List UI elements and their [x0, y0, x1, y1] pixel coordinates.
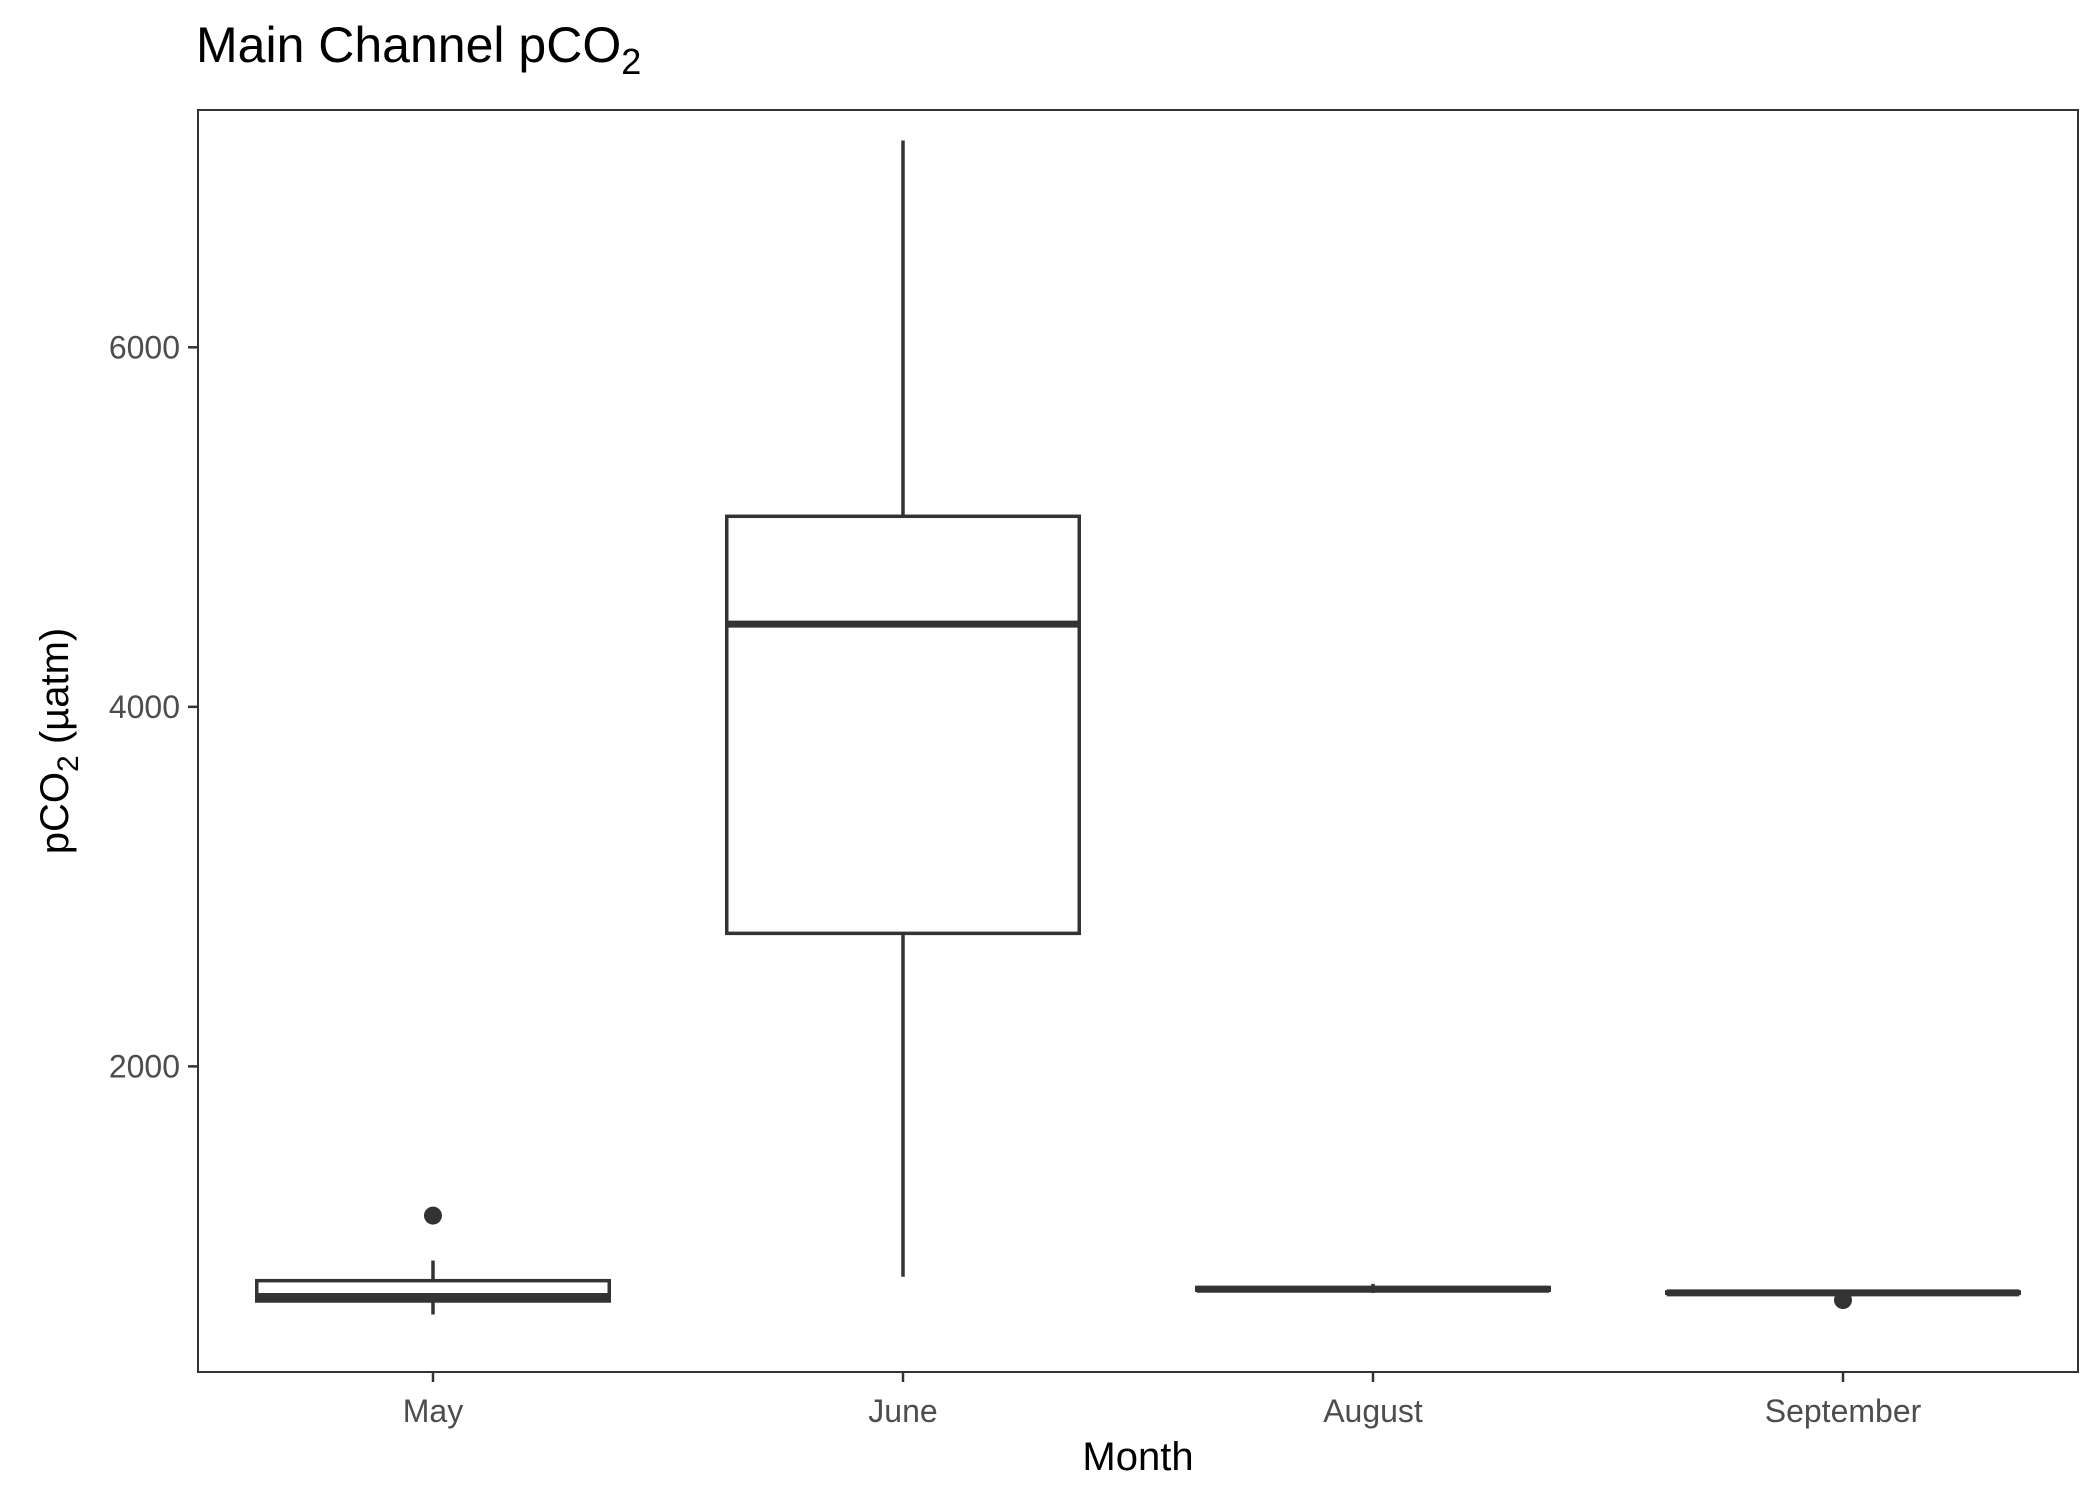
y-axis: 2000 4000 6000	[109, 329, 198, 1084]
box-september	[1665, 1289, 2021, 1310]
y-tick-label: 6000	[109, 329, 180, 365]
y-axis-title: pCO2 (µatm)	[33, 628, 85, 854]
iqr-box	[725, 514, 1081, 936]
box-may	[255, 1206, 611, 1315]
y-tick-label: 2000	[109, 1048, 180, 1084]
outlier-point	[1834, 1291, 1852, 1310]
x-tick-label: June	[868, 1393, 937, 1429]
x-axis: May June August September	[403, 1372, 1922, 1429]
box-august	[1195, 1283, 1551, 1293]
plot-panel	[197, 109, 2079, 1373]
chart-title: Main Channel pCO2	[196, 17, 641, 82]
outlier-point	[424, 1206, 442, 1225]
x-axis-title: Month	[1082, 1435, 1193, 1479]
x-tick-label: August	[1323, 1393, 1423, 1429]
x-tick-label: September	[1765, 1393, 1922, 1429]
y-tick-label: 4000	[109, 689, 180, 725]
x-tick-label: May	[403, 1393, 463, 1429]
boxplot-series	[255, 140, 2021, 1315]
box-june	[725, 140, 1081, 1277]
